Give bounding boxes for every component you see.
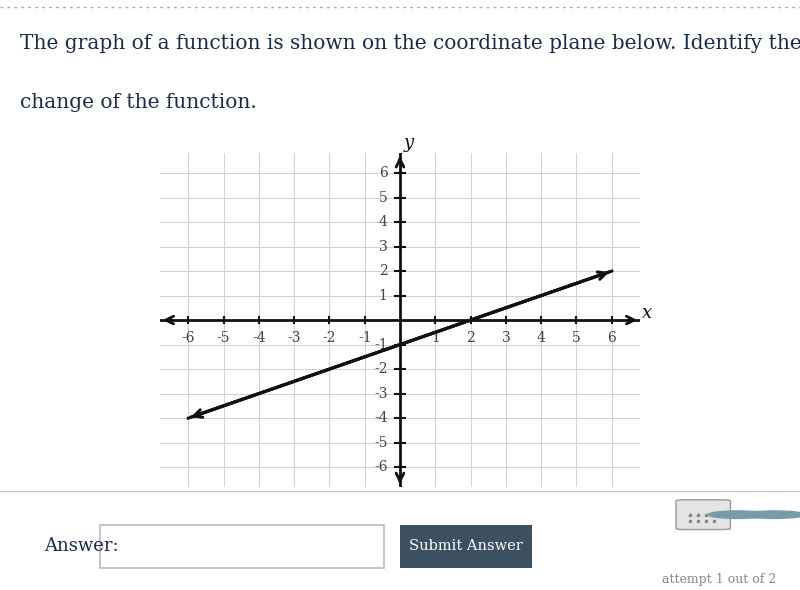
Text: 6: 6 [607,331,616,345]
Text: 2: 2 [466,331,475,345]
Text: 4: 4 [378,215,388,229]
Text: x: x [642,304,652,322]
Text: 1: 1 [431,331,440,345]
Text: 5: 5 [379,191,388,205]
FancyBboxPatch shape [100,525,384,568]
Text: 3: 3 [502,331,510,345]
Text: -1: -1 [374,337,388,352]
Text: The graph of a function is shown on the coordinate plane below. Identify the rat: The graph of a function is shown on the … [20,34,800,53]
Text: attempt 1 out of 2: attempt 1 out of 2 [662,573,776,586]
FancyBboxPatch shape [400,525,532,568]
Text: -6: -6 [182,331,195,345]
Text: 6: 6 [379,166,388,180]
Text: change of the function.: change of the function. [20,93,257,113]
Text: -3: -3 [374,386,388,401]
Text: -6: -6 [374,460,388,474]
Text: y: y [404,134,414,152]
Text: 3: 3 [379,240,388,254]
Text: -2: -2 [374,362,388,376]
Text: Submit Answer: Submit Answer [409,539,522,553]
FancyBboxPatch shape [676,500,730,530]
Text: 4: 4 [537,331,546,345]
Text: −: − [767,506,782,524]
Circle shape [744,511,800,519]
Text: Answer:: Answer: [44,537,118,555]
Text: 1: 1 [378,289,388,303]
Text: -4: -4 [252,331,266,345]
Text: -5: -5 [217,331,230,345]
Text: +: + [731,506,746,524]
Text: -4: -4 [374,411,388,425]
Circle shape [708,511,769,519]
Text: -3: -3 [287,331,301,345]
Text: 5: 5 [572,331,581,345]
Text: -1: -1 [358,331,371,345]
Text: -5: -5 [374,435,388,450]
Text: -2: -2 [322,331,336,345]
Text: 2: 2 [379,264,388,278]
